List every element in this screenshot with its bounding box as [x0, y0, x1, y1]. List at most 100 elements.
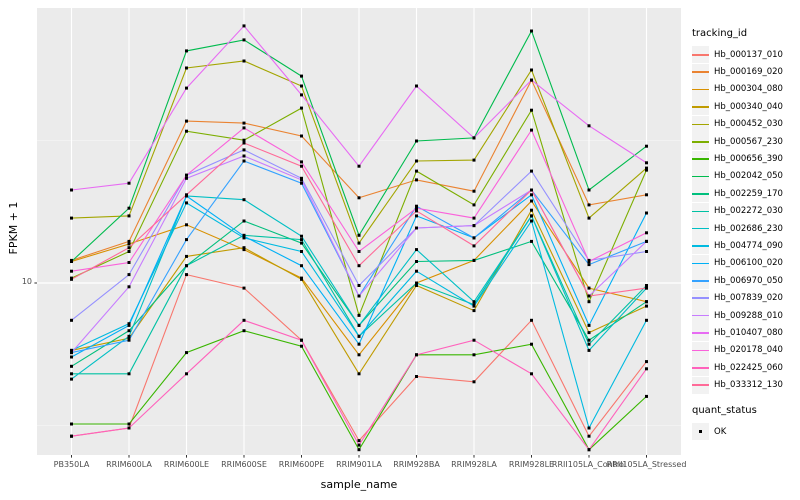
legend-label: Hb_002042_050	[714, 171, 783, 182]
legend-label: Hb_007839_020	[714, 293, 783, 304]
legend-entry: Hb_002686_230	[692, 220, 800, 238]
legend-key	[692, 80, 709, 98]
legend-key-line-icon	[692, 332, 709, 334]
data-point	[127, 422, 131, 426]
data-point	[185, 66, 188, 70]
data-point	[300, 338, 303, 342]
data-point	[127, 329, 131, 333]
data-point	[242, 234, 246, 238]
data-point	[300, 74, 303, 78]
legend-label: Hb_000340_040	[714, 101, 783, 112]
data-point	[242, 154, 246, 158]
legend-key	[692, 202, 709, 220]
data-point	[242, 38, 246, 42]
data-point	[530, 208, 533, 212]
data-point	[70, 377, 73, 381]
x-tick-label: RRII105LA_Control	[551, 460, 627, 469]
data-point	[300, 160, 303, 164]
data-point	[415, 284, 418, 287]
legend-label: Hb_000656_390	[714, 154, 783, 165]
data-point	[185, 223, 188, 227]
legend-entry-ok: OK	[692, 423, 800, 440]
data-point	[415, 169, 418, 173]
data-point	[645, 239, 648, 243]
legend-key	[692, 359, 709, 377]
data-point	[70, 216, 73, 220]
data-point	[530, 193, 533, 197]
legend-label: Hb_020178_040	[714, 345, 783, 356]
legend-label: Hb_000137_010	[714, 49, 783, 60]
data-point	[530, 68, 533, 72]
data-point	[242, 141, 246, 145]
data-point	[472, 309, 476, 313]
x-tick-label: RRIM928LA	[451, 460, 497, 469]
legend-entry: Hb_020178_040	[692, 341, 800, 359]
legend-key	[692, 133, 709, 151]
data-point	[530, 128, 533, 132]
data-point	[300, 344, 303, 348]
data-point	[415, 269, 418, 273]
data-point	[530, 214, 533, 218]
data-point	[300, 178, 303, 182]
legend-label: Hb_000452_030	[714, 119, 783, 130]
data-point	[127, 246, 131, 250]
data-point	[472, 380, 476, 384]
data-point	[587, 188, 591, 192]
legend-key-line-icon	[692, 140, 709, 143]
x-tick-label: RRIM928LE	[508, 460, 555, 469]
data-point	[587, 338, 591, 342]
legend-entry: Hb_002259_170	[692, 185, 800, 203]
data-point	[587, 260, 591, 263]
data-point	[127, 336, 131, 340]
data-point	[645, 168, 648, 172]
data-point	[242, 126, 246, 130]
legend-label: Hb_002686_230	[714, 223, 783, 234]
legend-entry: Hb_007839_020	[692, 289, 800, 307]
data-point	[472, 224, 476, 228]
data-point	[70, 260, 73, 263]
data-point	[645, 284, 648, 287]
data-point	[242, 248, 246, 252]
data-point	[127, 426, 131, 430]
data-point	[645, 231, 648, 235]
legend-label: Hb_009288_010	[714, 310, 783, 321]
data-point	[300, 264, 303, 268]
data-point	[587, 124, 591, 128]
data-point	[415, 226, 418, 230]
data-point	[185, 119, 188, 123]
data-point	[645, 300, 648, 304]
data-point	[300, 164, 303, 168]
data-point	[357, 294, 361, 298]
data-point	[357, 334, 361, 338]
legend-entry: Hb_000304_080	[692, 80, 800, 98]
data-point	[472, 216, 476, 220]
data-point	[415, 84, 418, 88]
data-point	[587, 263, 591, 267]
data-point	[645, 304, 648, 308]
x-axis-title: sample_name	[320, 478, 398, 491]
data-point	[472, 338, 476, 342]
data-point	[472, 203, 476, 207]
data-point	[300, 241, 303, 245]
legend-entry: Hb_010407_080	[692, 324, 800, 342]
data-point	[415, 281, 418, 285]
data-point	[357, 448, 361, 452]
legend-key-line-icon	[692, 280, 709, 282]
data-point	[127, 338, 131, 342]
legend-label: Hb_022425_060	[714, 362, 783, 373]
data-point	[357, 196, 361, 200]
legend-entry: Hb_000656_390	[692, 150, 800, 168]
data-point	[415, 248, 418, 252]
data-point	[472, 189, 476, 193]
y-axis-title: FPKM + 1	[7, 201, 20, 255]
legend-label: Hb_006100_020	[714, 258, 783, 269]
legend-key-line-icon	[692, 175, 709, 178]
legend-key-line-icon	[692, 314, 709, 317]
data-point	[645, 250, 648, 253]
legend-key	[692, 324, 709, 342]
legend-key-line-icon	[692, 227, 709, 230]
data-point	[472, 244, 476, 248]
data-point	[300, 277, 303, 281]
ok-marker-key	[692, 423, 709, 440]
data-point	[127, 214, 131, 218]
